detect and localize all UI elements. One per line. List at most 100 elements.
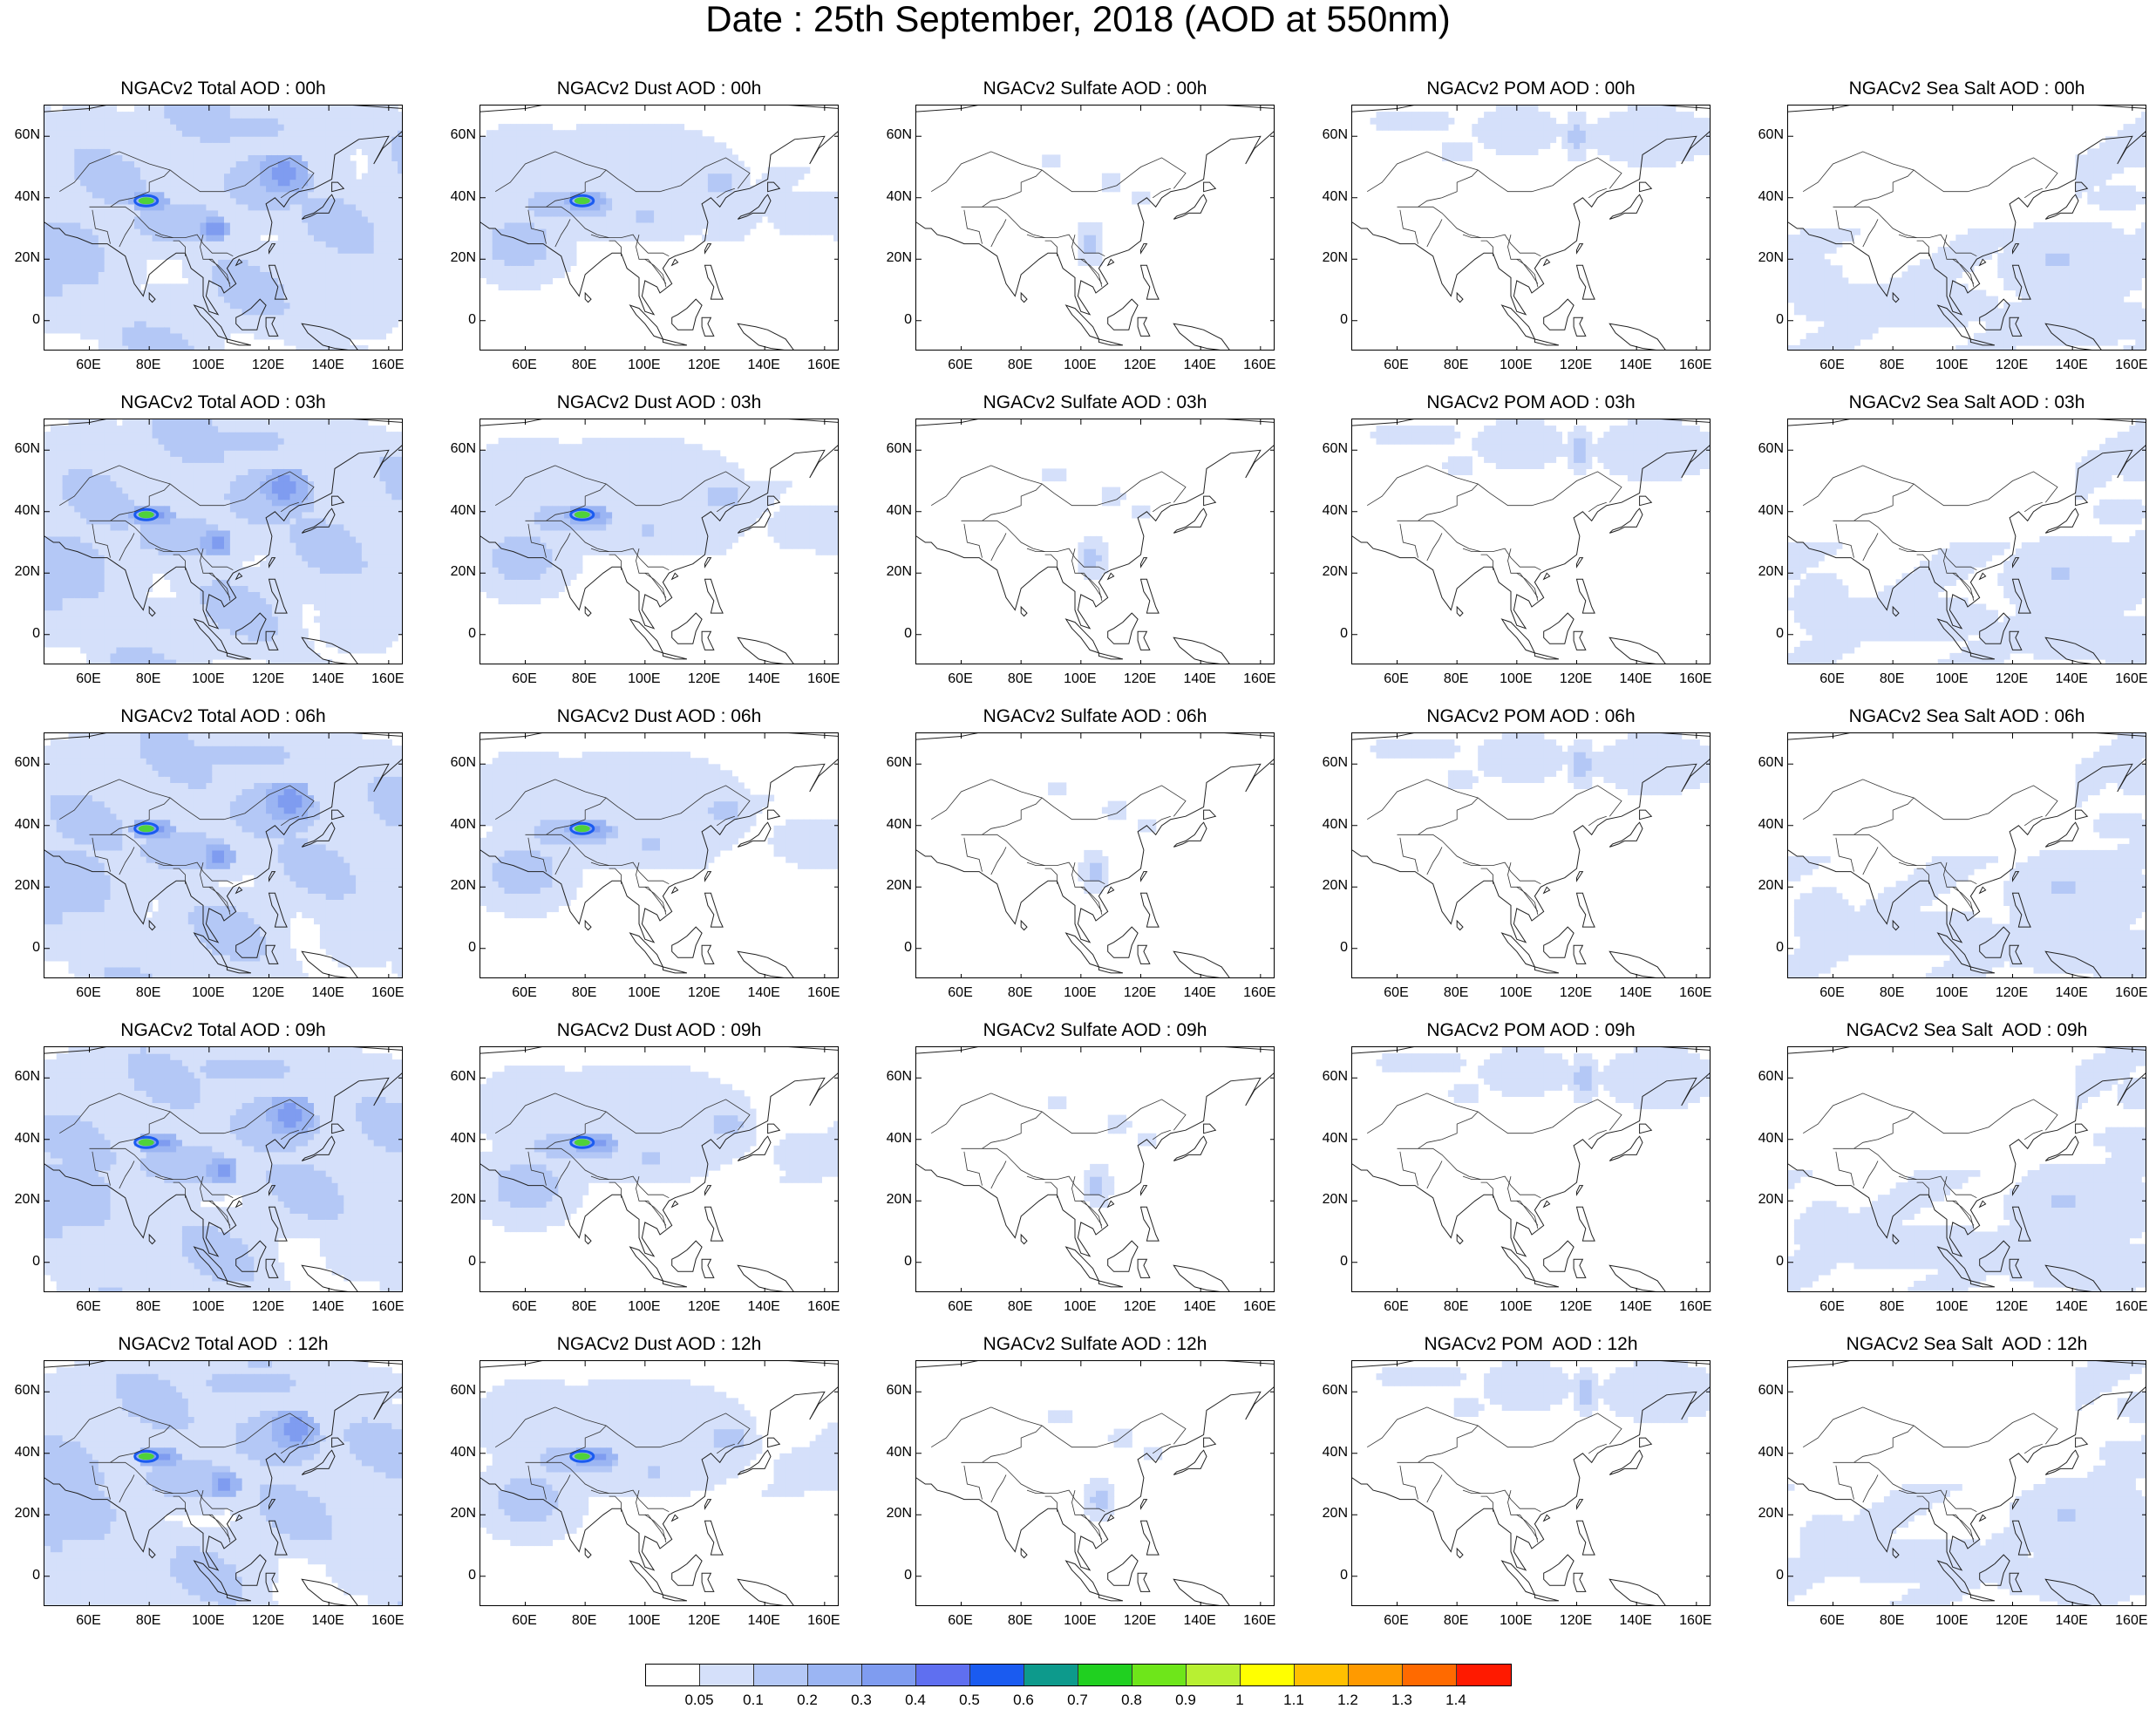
aod-cell bbox=[338, 174, 345, 180]
aod-cell bbox=[2093, 180, 2100, 187]
aod-cell bbox=[1914, 321, 1921, 328]
aod-cell bbox=[648, 148, 655, 155]
aod-cell bbox=[2105, 204, 2112, 211]
aod-cell bbox=[188, 228, 195, 235]
aod-cell bbox=[528, 136, 535, 143]
aod-cell bbox=[1860, 290, 1867, 297]
aod-cell bbox=[1794, 303, 1801, 310]
aod-cell bbox=[343, 327, 350, 334]
aod-cell bbox=[702, 192, 709, 199]
aod-cell bbox=[128, 180, 135, 187]
aod-cell bbox=[2135, 327, 2142, 334]
aod-cell bbox=[654, 148, 661, 155]
aod-cell bbox=[2099, 180, 2106, 187]
aod-cell bbox=[385, 228, 392, 235]
aod-cell bbox=[1622, 148, 1629, 155]
aod-cell bbox=[2124, 186, 2131, 193]
aod-cell bbox=[2070, 296, 2077, 303]
aod-cell bbox=[1962, 303, 1969, 310]
aod-cell bbox=[290, 247, 297, 254]
aod-cell bbox=[1884, 315, 1891, 322]
aod-cell bbox=[2124, 315, 2131, 322]
aod-cell bbox=[99, 303, 105, 310]
aod-cell bbox=[176, 142, 183, 149]
aod-cell bbox=[105, 192, 112, 199]
aod-cell bbox=[398, 180, 403, 187]
aod-cell bbox=[541, 186, 548, 193]
aod-cell bbox=[218, 290, 225, 297]
aod-cell bbox=[2057, 241, 2064, 248]
aod-cell bbox=[350, 309, 357, 316]
aod-cell bbox=[105, 167, 112, 174]
aod-cell bbox=[206, 333, 213, 340]
aod-cell bbox=[493, 247, 500, 254]
aod-cell bbox=[242, 315, 249, 322]
aod-cell bbox=[314, 154, 321, 161]
aod-cell bbox=[1657, 161, 1664, 168]
aod-cell bbox=[618, 161, 625, 168]
aod-cell bbox=[510, 210, 517, 217]
aod-cell bbox=[493, 130, 500, 137]
aod-cell bbox=[2082, 303, 2089, 310]
aod-cell bbox=[1682, 130, 1689, 137]
aod-cell bbox=[648, 161, 655, 168]
aod-cell bbox=[564, 235, 571, 242]
aod-cell bbox=[2051, 296, 2058, 303]
country-border bbox=[636, 235, 666, 283]
aod-cell bbox=[380, 327, 387, 334]
aod-cell bbox=[350, 192, 357, 199]
aod-cell bbox=[69, 174, 76, 180]
aod-cell bbox=[182, 345, 189, 351]
aod-cell bbox=[2082, 161, 2089, 168]
aod-cell bbox=[176, 247, 183, 254]
aod-cell bbox=[170, 247, 177, 254]
aod-cell bbox=[534, 142, 541, 149]
aod-cell bbox=[480, 186, 487, 193]
aod-cell bbox=[182, 271, 189, 278]
aod-cell bbox=[350, 265, 357, 272]
aod-cell bbox=[2124, 309, 2131, 316]
aod-cell bbox=[314, 192, 321, 199]
aod-cell bbox=[105, 130, 112, 137]
aod-cell bbox=[1663, 130, 1670, 137]
aod-cell bbox=[134, 130, 141, 137]
aod-cell bbox=[80, 180, 87, 187]
aod-cell bbox=[726, 148, 733, 155]
aod-cell bbox=[218, 241, 225, 248]
aod-cell bbox=[1592, 130, 1599, 137]
aod-cell bbox=[385, 124, 392, 131]
aod-cell bbox=[2003, 271, 2010, 278]
aod-cell bbox=[296, 339, 303, 346]
aod-cell bbox=[218, 167, 225, 174]
aod-cell bbox=[236, 309, 243, 316]
aod-cell bbox=[122, 136, 129, 143]
aod-cell bbox=[128, 161, 135, 168]
aod-cell bbox=[326, 315, 333, 322]
aod-cell bbox=[176, 222, 183, 229]
aod-cell bbox=[320, 174, 327, 180]
aod-cell bbox=[480, 204, 487, 211]
aod-cell bbox=[678, 210, 685, 217]
aod-cell bbox=[582, 124, 589, 131]
aod-cell bbox=[2129, 130, 2136, 137]
aod-cell bbox=[116, 142, 123, 149]
aod-cell bbox=[1556, 124, 1563, 131]
aod-cell bbox=[326, 112, 333, 119]
aod-cell bbox=[505, 142, 512, 149]
aod-cell bbox=[2118, 315, 2125, 322]
aod-cell bbox=[159, 303, 166, 310]
aod-cell bbox=[254, 222, 261, 229]
aod-cell bbox=[1622, 112, 1629, 119]
aod-cell bbox=[63, 106, 70, 112]
aod-cell bbox=[516, 271, 523, 278]
aod-cell bbox=[2135, 339, 2142, 346]
aod-cell bbox=[2076, 296, 2083, 303]
aod-cell bbox=[338, 345, 345, 351]
aod-cell bbox=[248, 118, 255, 125]
aod-cell bbox=[116, 259, 123, 266]
aod-cell bbox=[1634, 130, 1641, 137]
aod-cell bbox=[218, 136, 225, 143]
aod-cell bbox=[2064, 333, 2071, 340]
aod-cell bbox=[1663, 154, 1670, 161]
